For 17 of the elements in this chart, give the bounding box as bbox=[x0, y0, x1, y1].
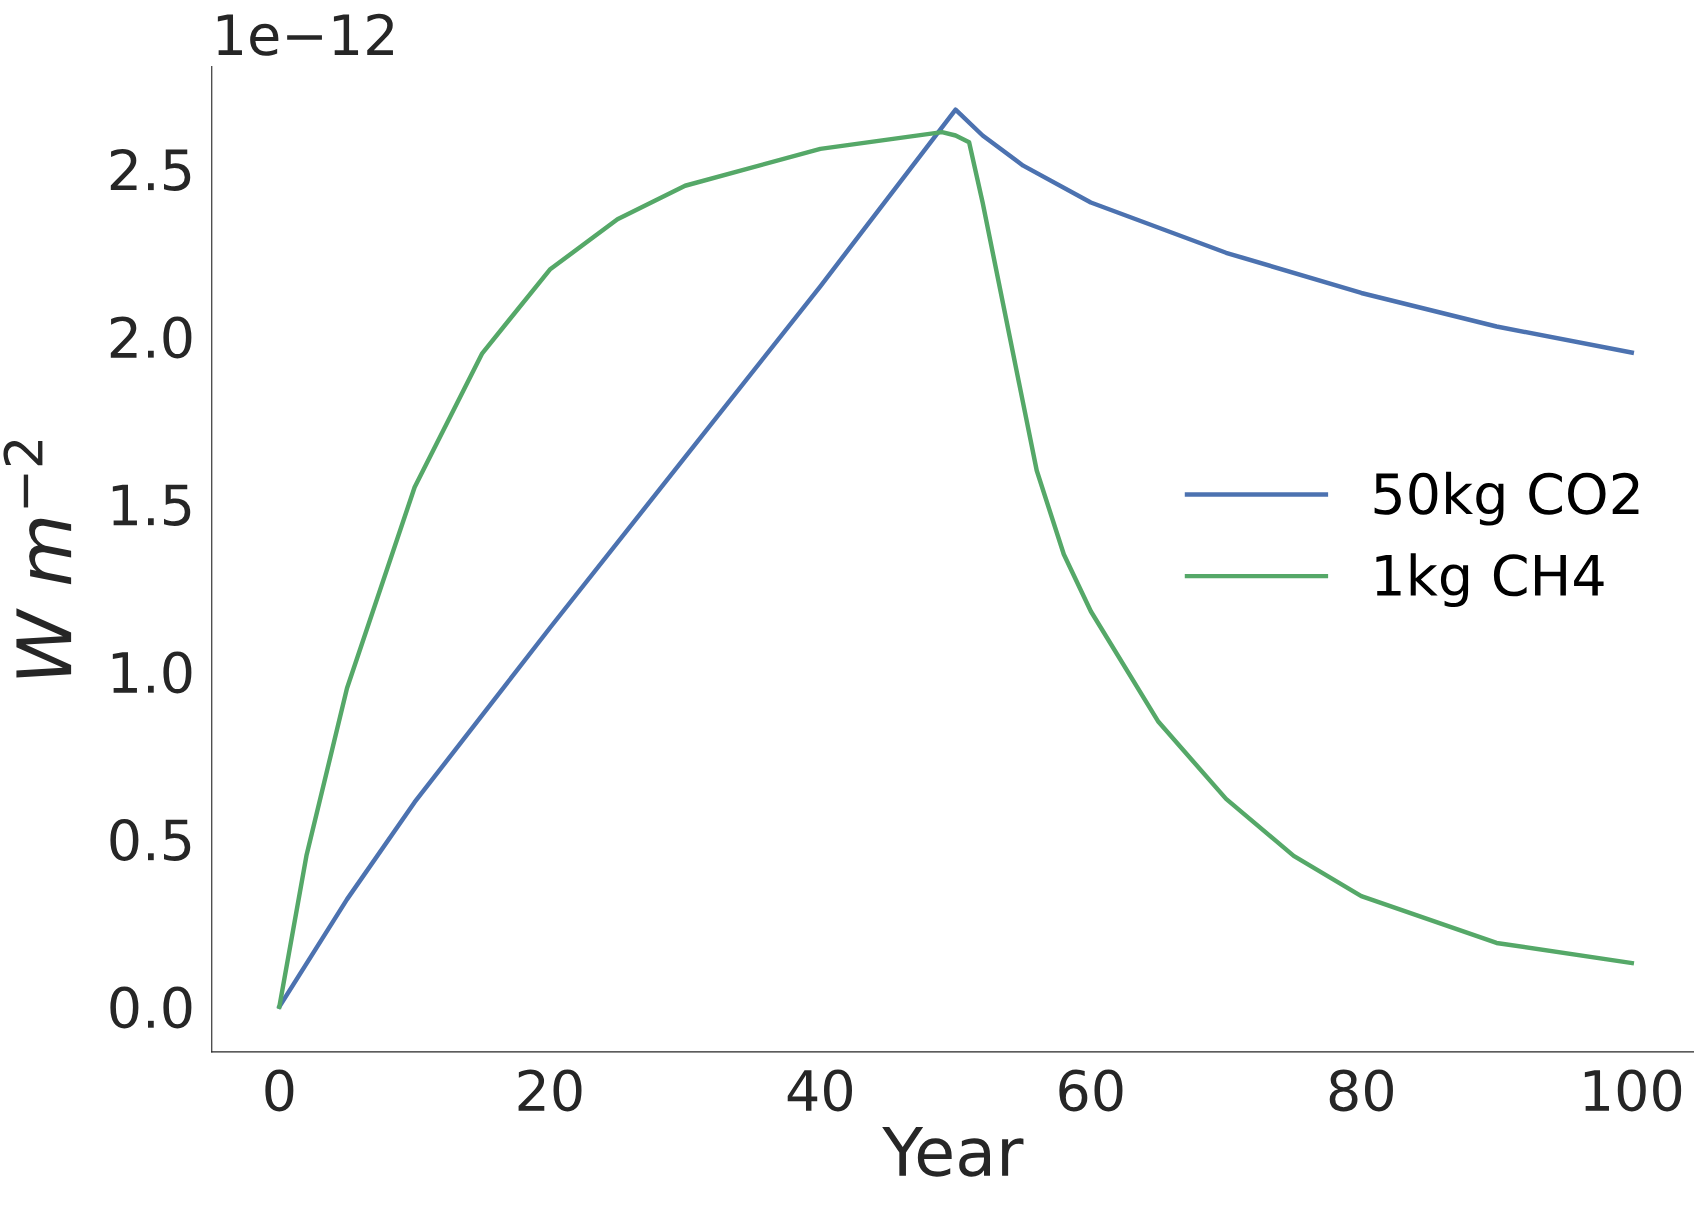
y-tick-label: 1.0 bbox=[112, 651, 192, 694]
x-axis-title: Year bbox=[882, 1127, 1024, 1177]
x-tick-label: 40 bbox=[787, 1069, 852, 1112]
legend-label: 1kg CH4 bbox=[1376, 553, 1604, 608]
x-tick-label: 20 bbox=[518, 1069, 582, 1112]
x-tick-label: 100 bbox=[1584, 1069, 1682, 1112]
legend-label: 50kg CO2 bbox=[1374, 471, 1639, 526]
y-tick-label: 2.5 bbox=[110, 148, 191, 191]
x-tick-label: 0 bbox=[265, 1069, 294, 1112]
y-tick-label: 1.5 bbox=[112, 484, 191, 526]
y-axis-title: W m$^{−2}$ bbox=[3, 440, 72, 678]
y-tick-label: 2.0 bbox=[110, 316, 192, 359]
y-tick-label: 0.5 bbox=[110, 818, 191, 861]
x-tick-label: 60 bbox=[1059, 1069, 1123, 1112]
x-tick-label: 80 bbox=[1329, 1069, 1393, 1112]
text: 1e−12 bbox=[217, 13, 393, 56]
y-tick-label: 0.0 bbox=[110, 986, 192, 1029]
